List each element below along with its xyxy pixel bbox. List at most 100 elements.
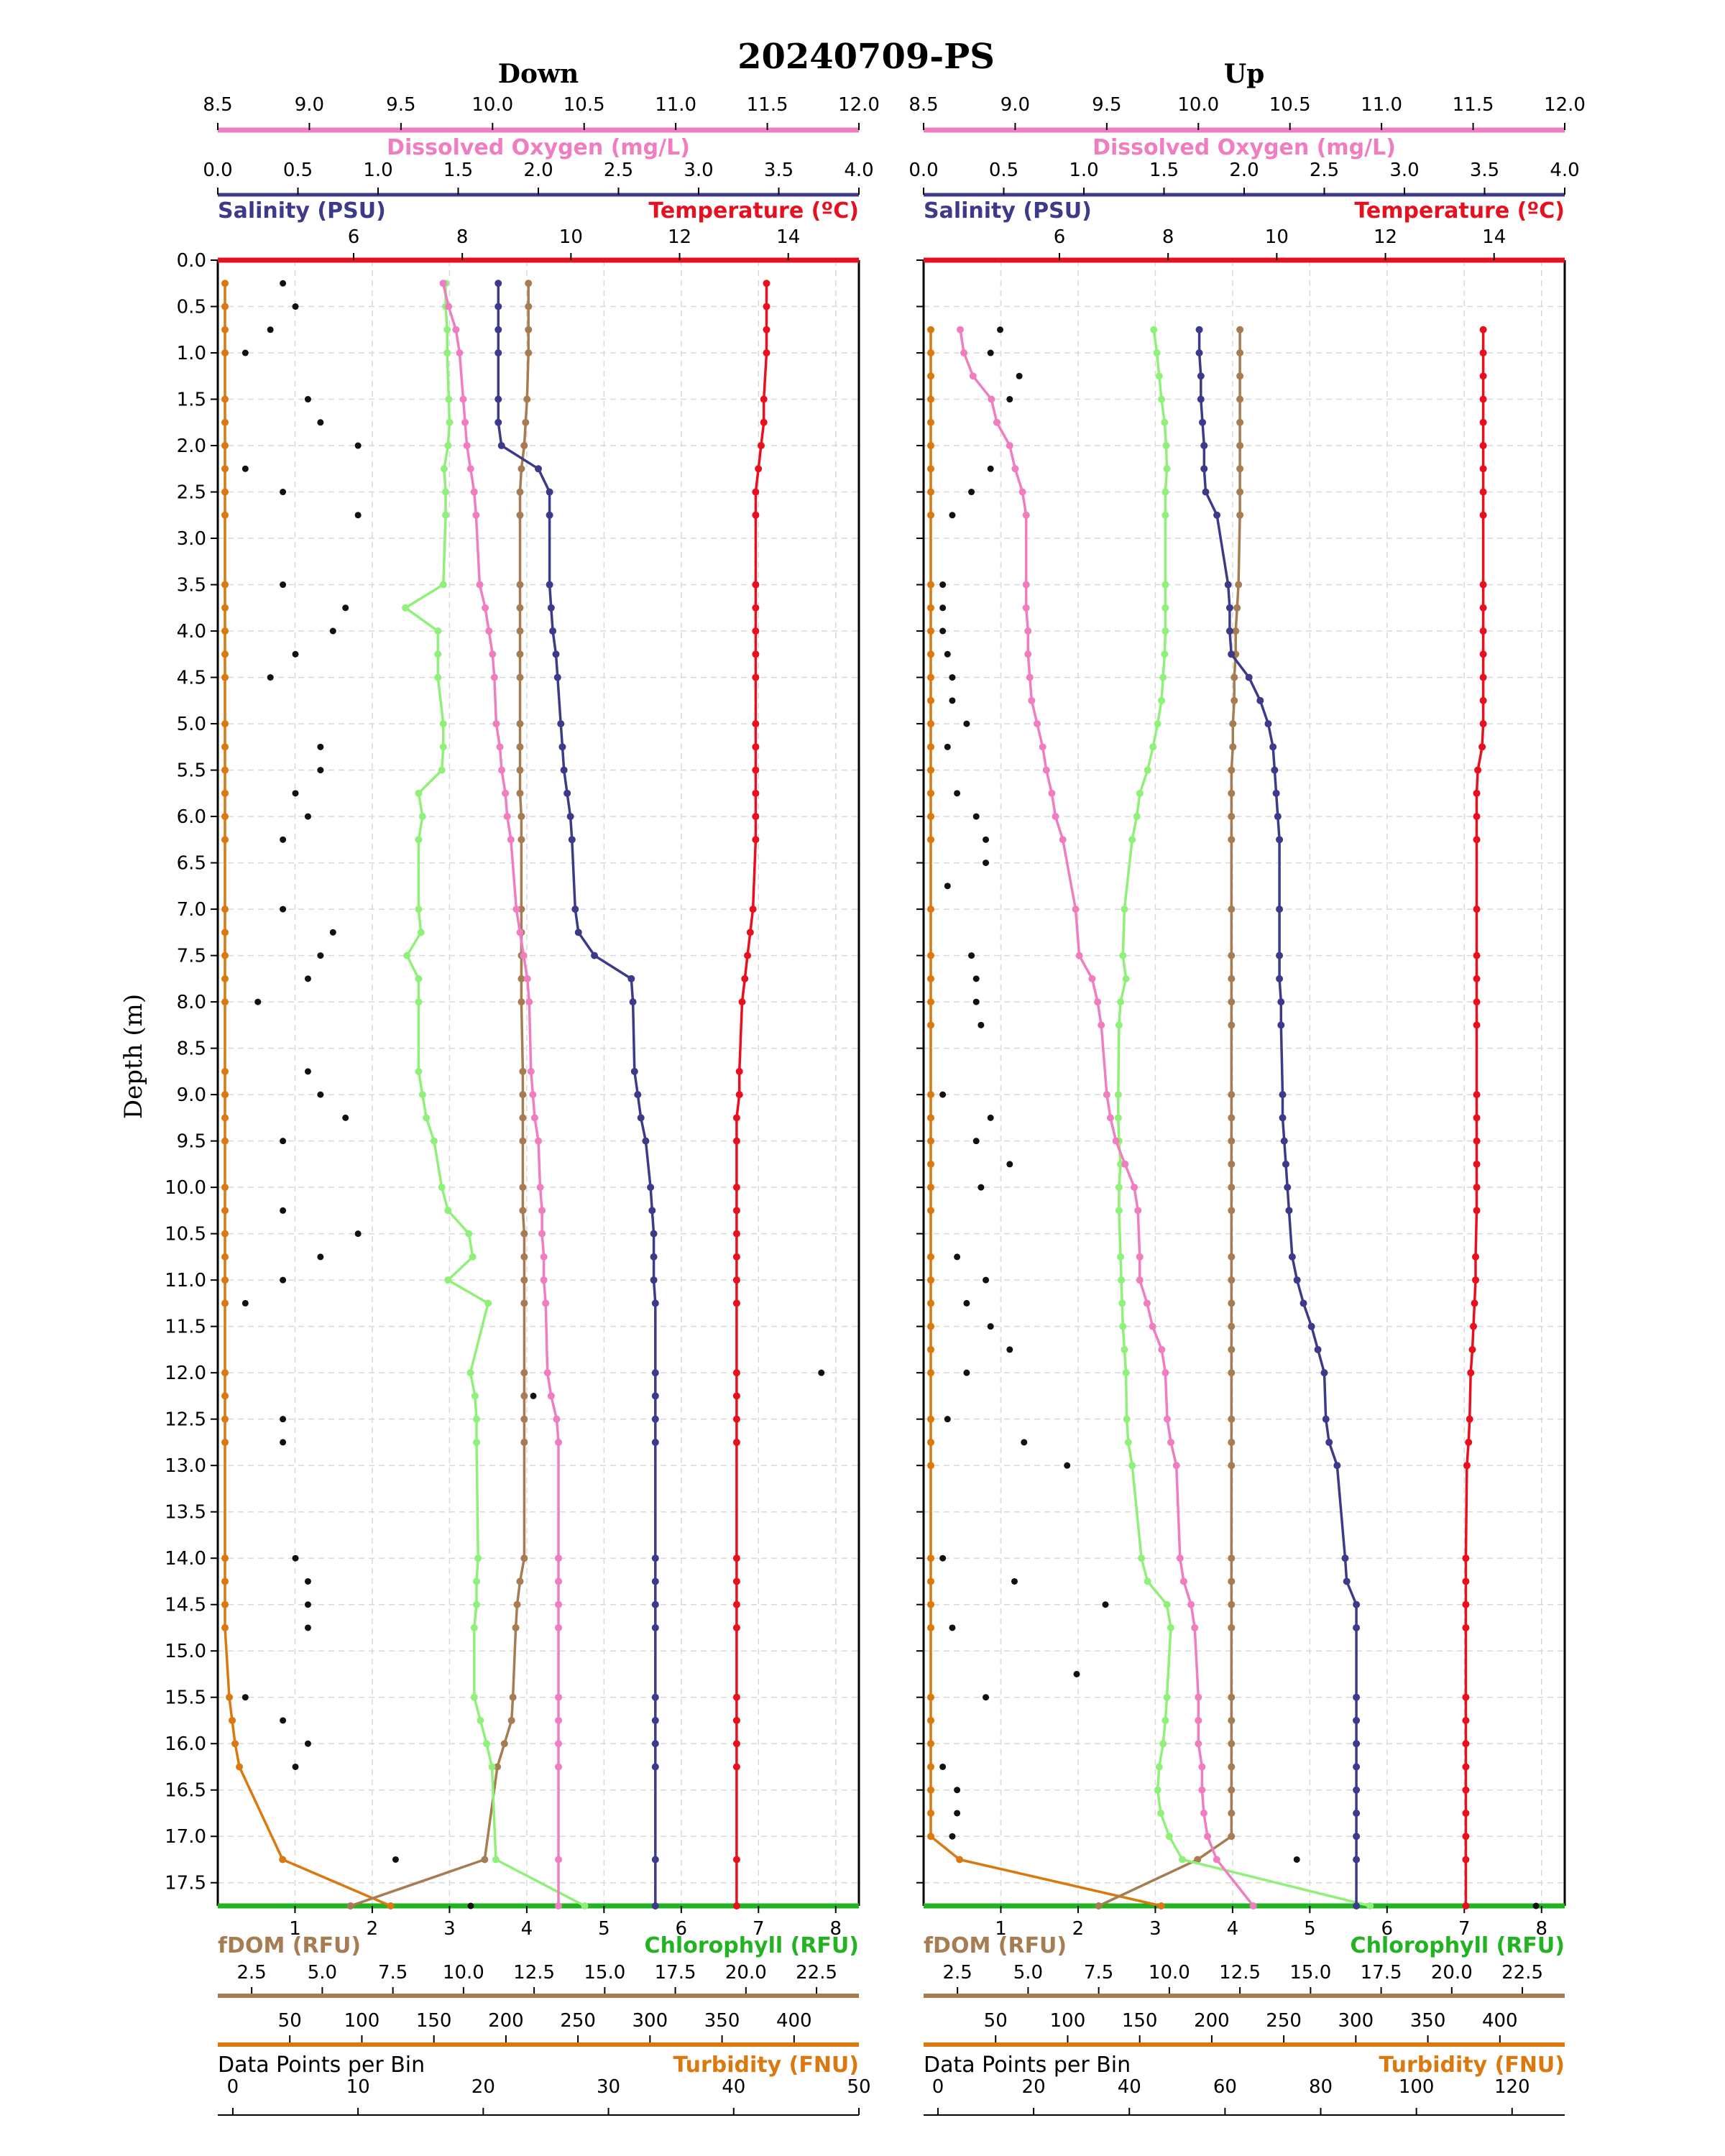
- count-point: [354, 442, 362, 449]
- fdom-point: [1228, 1716, 1236, 1724]
- fdom-point: [1236, 372, 1244, 380]
- chlorophyll-tick-label: 2: [1072, 1918, 1085, 1940]
- chlorophyll-point: [1144, 766, 1151, 774]
- chlorophyll-point: [442, 488, 450, 496]
- fdom-point: [1228, 1091, 1236, 1099]
- count-point: [972, 975, 980, 982]
- temperature-point: [752, 743, 760, 751]
- turbidity-point: [221, 1091, 229, 1099]
- count-point: [972, 813, 980, 820]
- y-tick-label: 10.5: [165, 1224, 206, 1245]
- count-tick-label: 30: [597, 2076, 620, 2098]
- count-point: [304, 1577, 311, 1585]
- temperature-tick-label: 12: [1374, 226, 1397, 248]
- temperature-point: [1479, 349, 1487, 357]
- chlorophyll-point: [1165, 1833, 1173, 1841]
- chlorophyll-point: [443, 349, 451, 357]
- chlorophyll-point: [1144, 1577, 1151, 1585]
- chlorophyll-point: [1122, 975, 1130, 982]
- temperature-point: [1473, 975, 1481, 982]
- salinity-point: [591, 952, 599, 959]
- salinity-point: [1353, 1600, 1361, 1608]
- chlorophyll-point: [1154, 1786, 1162, 1794]
- turbidity-point: [221, 1067, 229, 1075]
- fdom-point: [1228, 1833, 1236, 1841]
- salinity-point: [546, 581, 553, 589]
- temperature-point: [1462, 1716, 1470, 1724]
- do-point: [516, 929, 524, 936]
- fdom-point: [481, 1856, 489, 1864]
- turbidity-point: [221, 1369, 229, 1377]
- do-point: [1134, 1207, 1142, 1215]
- salinity-point: [566, 813, 574, 821]
- do-point: [555, 1763, 563, 1771]
- salinity-tick-label: 1.5: [443, 160, 473, 181]
- fdom-point: [520, 1276, 528, 1284]
- count-point: [939, 1554, 947, 1562]
- count-point: [329, 627, 336, 635]
- fdom-point: [1228, 813, 1236, 821]
- y-tick-label: 11.0: [165, 1270, 206, 1291]
- turbidity-point: [221, 1253, 229, 1261]
- count-point: [354, 512, 362, 519]
- fdom-point: [516, 581, 524, 589]
- turbidity-point: [221, 1415, 229, 1423]
- fdom-tick-label: 12.5: [1219, 1962, 1261, 1984]
- do-point: [525, 998, 533, 1006]
- temperature-point: [1473, 952, 1481, 959]
- fdom-point: [519, 1067, 527, 1075]
- count-point: [949, 512, 956, 519]
- fdom-point: [518, 813, 525, 821]
- salinity-point: [651, 1716, 659, 1724]
- do-tick-label: 11.5: [1453, 94, 1494, 116]
- chlorophyll-point: [1121, 1345, 1128, 1353]
- fdom-tick-label: 7.5: [1084, 1962, 1113, 1984]
- do-point: [1094, 998, 1102, 1006]
- temperature-point: [749, 906, 757, 913]
- y-tick-label: 2.5: [177, 482, 206, 504]
- salinity-point: [629, 998, 637, 1006]
- temperature-point: [1479, 650, 1487, 658]
- salinity-point: [1277, 998, 1285, 1006]
- figure-title: 20240709-PS: [737, 37, 995, 77]
- fdom-point: [512, 1623, 520, 1631]
- count-point: [317, 952, 324, 959]
- do-point: [555, 1740, 563, 1748]
- chlorophyll-point: [438, 766, 446, 774]
- temperature-point: [1462, 1577, 1470, 1585]
- y-tick-label: 5.5: [177, 760, 206, 782]
- y-tick-label: 12.5: [165, 1409, 206, 1431]
- chlorophyll-point: [415, 789, 423, 797]
- turbidity-point: [927, 1345, 935, 1353]
- fdom-point: [520, 1415, 528, 1423]
- salinity-point: [627, 975, 635, 982]
- fdom-point: [1230, 673, 1238, 681]
- count-point: [280, 1717, 287, 1724]
- fdom-point: [1228, 1740, 1236, 1748]
- fdom-point: [1228, 836, 1236, 844]
- fdom-point: [525, 303, 533, 310]
- salinity-point: [1353, 1809, 1361, 1817]
- fdom-point: [1228, 906, 1236, 913]
- temperature-point: [1462, 1600, 1470, 1608]
- salinity-point: [1353, 1623, 1361, 1631]
- do-point: [489, 650, 497, 658]
- count-point: [1073, 1670, 1080, 1677]
- count-point: [304, 1624, 311, 1631]
- temperature-point: [760, 395, 768, 403]
- turbidity-point: [221, 929, 229, 936]
- chlorophyll-point: [1122, 1369, 1130, 1377]
- do-point: [1018, 488, 1026, 496]
- do-point: [1172, 1462, 1180, 1470]
- salinity-point: [1225, 604, 1233, 612]
- do-point: [1195, 1716, 1202, 1724]
- do-point: [1213, 1856, 1220, 1864]
- count-point: [978, 1021, 985, 1028]
- fdom-point: [516, 511, 524, 519]
- y-tick-label: 3.0: [177, 528, 206, 550]
- temperature-point: [752, 581, 760, 589]
- turbidity-axis-label: Turbidity (FNU): [673, 2053, 859, 2078]
- temperature-point: [1479, 604, 1487, 612]
- fdom-point: [1236, 465, 1244, 473]
- count-point: [317, 767, 324, 774]
